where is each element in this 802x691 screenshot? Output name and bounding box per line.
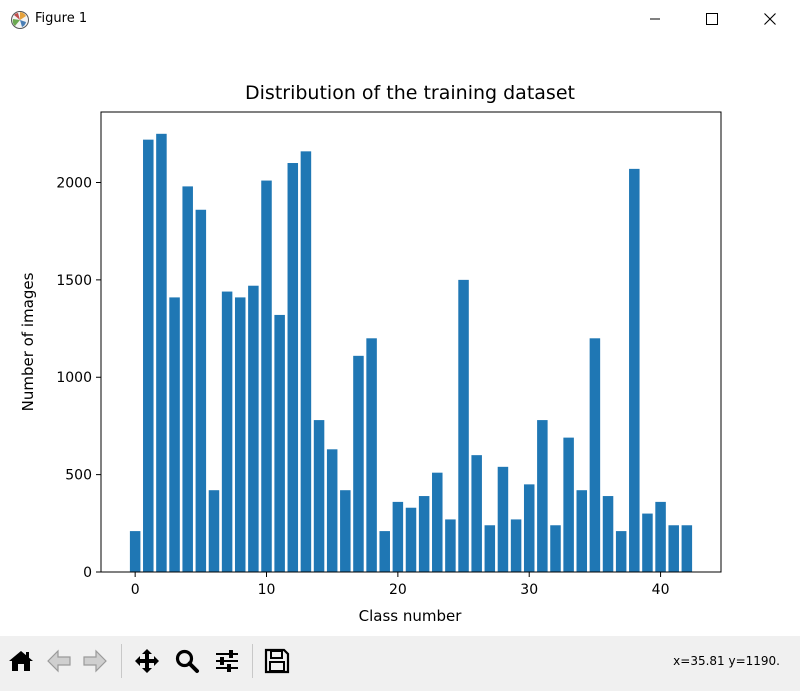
x-axis-label: Class number xyxy=(359,607,463,625)
bar-class-21 xyxy=(405,507,417,572)
home-icon xyxy=(9,651,33,671)
x-tick-label: 0 xyxy=(131,582,140,598)
axes-group: 0 10 20 30 40 0 500 1000 1500 2000 xyxy=(56,111,722,598)
bar-class-7 xyxy=(221,291,233,572)
x-tick-label: 20 xyxy=(389,582,407,598)
bar-class-19 xyxy=(379,531,390,572)
bar-chart: Distribution of the training dataset 0 10… xyxy=(19,82,722,625)
bar-class-17 xyxy=(353,355,364,572)
x-tick-label: 30 xyxy=(520,582,538,598)
bars-group xyxy=(129,133,693,573)
title-bar: Figure 1 xyxy=(0,0,802,38)
bar-class-9 xyxy=(248,285,259,572)
back-button[interactable] xyxy=(44,646,74,676)
save-button[interactable] xyxy=(262,646,292,676)
bar-class-38 xyxy=(629,168,640,572)
bar-class-27 xyxy=(484,525,496,572)
forward-arrow-icon xyxy=(83,649,107,673)
maximize-button[interactable] xyxy=(683,0,741,38)
bar-class-35 xyxy=(589,338,601,572)
bar-class-26 xyxy=(471,455,482,572)
minimize-button[interactable] xyxy=(626,0,684,38)
y-axis-label: Number of images xyxy=(19,272,37,411)
back-arrow-icon xyxy=(47,649,71,673)
bar-class-11 xyxy=(274,314,285,572)
bar-class-18 xyxy=(366,338,377,572)
magnifier-icon xyxy=(175,649,199,673)
window-title: Figure 1 xyxy=(35,11,88,26)
maximize-icon xyxy=(706,13,718,25)
sliders-icon xyxy=(216,650,238,672)
figure-canvas[interactable]: Distribution of the training dataset 0 10… xyxy=(0,38,800,636)
bar-class-8 xyxy=(234,297,246,572)
bar-class-32 xyxy=(550,525,561,572)
toolbar-separator xyxy=(252,644,253,678)
bar-class-23 xyxy=(432,472,443,572)
bar-class-41 xyxy=(668,525,679,572)
bar-class-20 xyxy=(392,501,404,572)
y-tick-label: 1500 xyxy=(56,273,92,289)
bar-class-15 xyxy=(326,449,338,572)
zoom-button[interactable] xyxy=(172,646,202,676)
pan-button[interactable] xyxy=(132,646,162,676)
home-button[interactable] xyxy=(6,646,36,676)
toolbar-separator xyxy=(121,644,122,678)
bar-class-30 xyxy=(523,484,535,572)
matplotlib-logo-icon xyxy=(11,11,29,29)
bar-class-34 xyxy=(576,490,588,572)
bar-class-24 xyxy=(445,519,456,572)
bar-class-29 xyxy=(510,519,522,572)
bar-class-36 xyxy=(602,496,614,572)
y-tick-label: 0 xyxy=(83,565,92,581)
y-tick-label: 500 xyxy=(65,468,92,484)
navigation-toolbar xyxy=(0,636,800,691)
bar-class-39 xyxy=(642,513,653,572)
bar-class-0 xyxy=(129,531,141,572)
bar-class-28 xyxy=(497,466,509,572)
bar-class-1 xyxy=(143,139,154,572)
bar-class-12 xyxy=(287,163,299,572)
bar-class-3 xyxy=(169,297,180,572)
bar-class-37 xyxy=(615,531,627,572)
configure-subplots-button[interactable] xyxy=(212,646,242,676)
bar-class-13 xyxy=(300,151,312,572)
bar-class-25 xyxy=(458,279,469,572)
floppy-disk-icon xyxy=(264,648,290,674)
cursor-coordinates: x=35.81 y=1190. xyxy=(673,654,780,668)
bar-class-5 xyxy=(195,209,207,572)
bar-class-10 xyxy=(261,180,272,573)
bar-class-16 xyxy=(340,490,351,572)
close-icon xyxy=(764,13,776,25)
bar-class-40 xyxy=(655,501,666,572)
close-button[interactable] xyxy=(741,0,799,38)
bar-class-4 xyxy=(182,186,193,572)
bar-class-14 xyxy=(313,420,325,572)
plot-frame xyxy=(100,111,722,573)
bar-class-31 xyxy=(537,420,548,572)
bar-class-33 xyxy=(563,437,574,572)
move-icon xyxy=(135,649,159,673)
bar-class-6 xyxy=(208,490,220,572)
x-tick-label: 40 xyxy=(652,582,670,598)
x-tick-label: 10 xyxy=(258,582,276,598)
bar-class-42 xyxy=(681,525,693,572)
chart-title: Distribution of the training dataset xyxy=(245,82,575,104)
bar-class-2 xyxy=(156,133,167,572)
forward-button[interactable] xyxy=(80,646,110,676)
y-tick-label: 1000 xyxy=(56,370,92,386)
y-tick-label: 2000 xyxy=(56,175,92,191)
minimize-icon xyxy=(650,18,660,20)
bar-class-22 xyxy=(418,496,430,572)
